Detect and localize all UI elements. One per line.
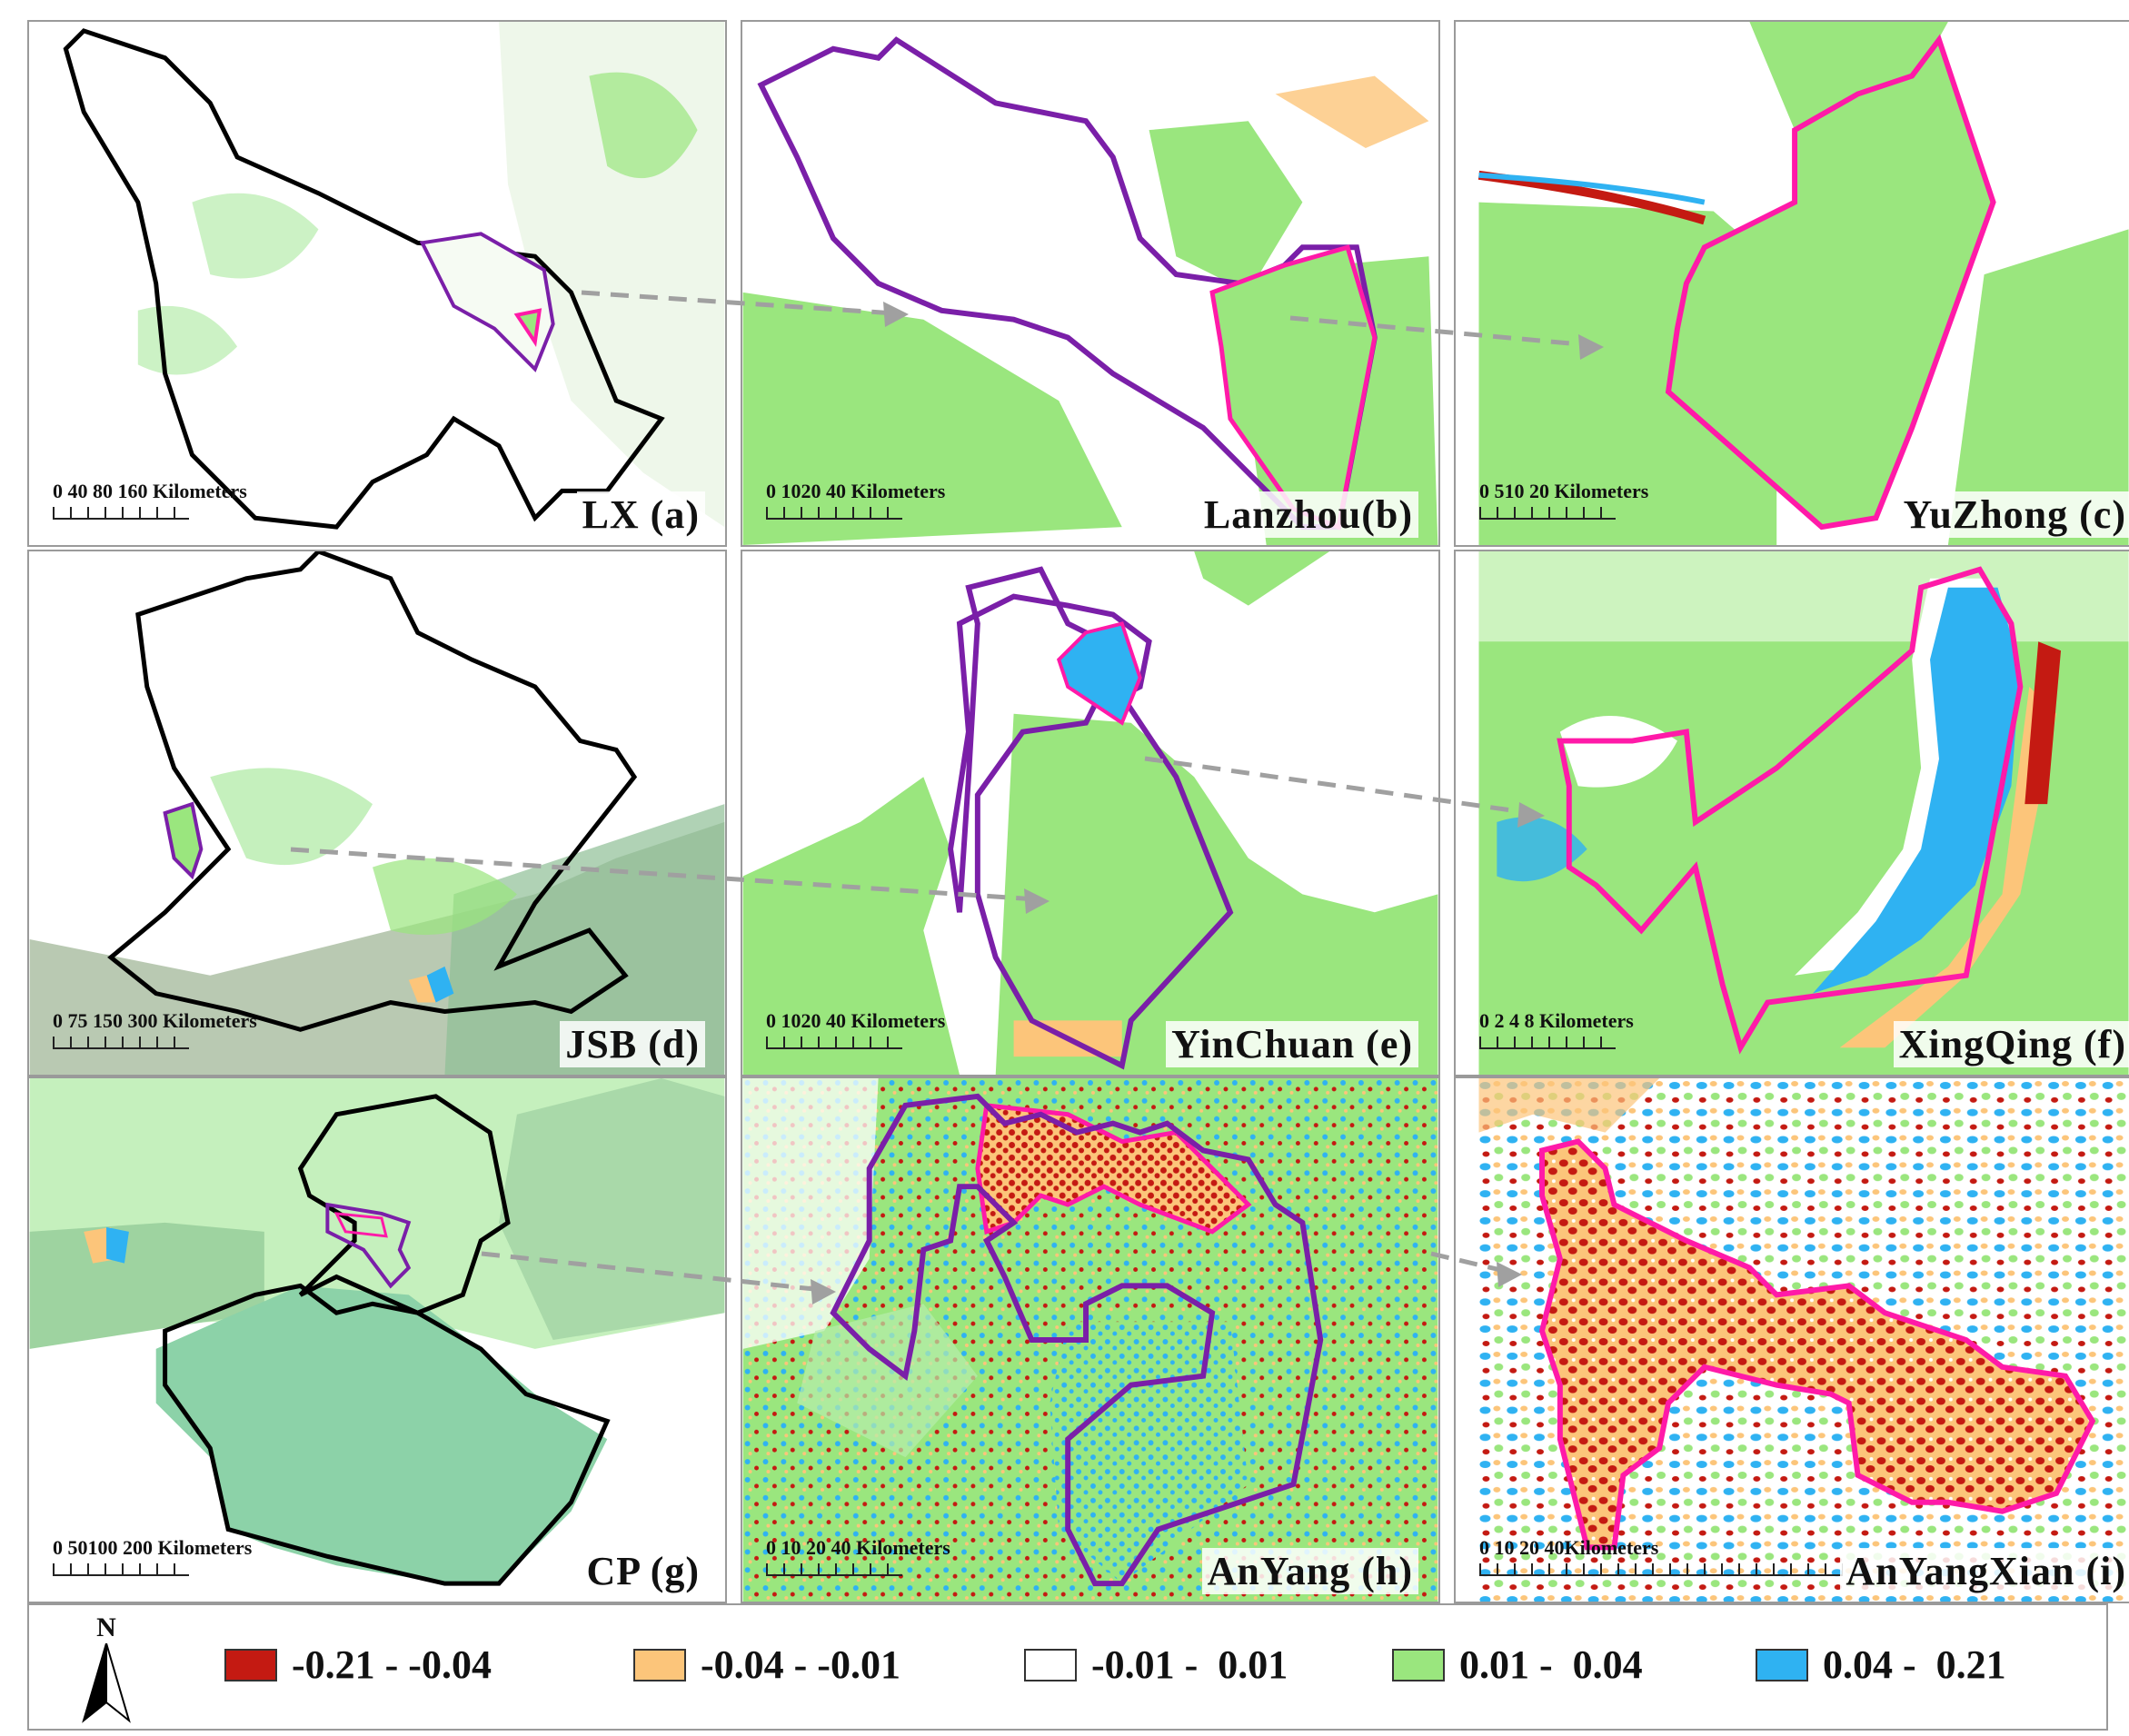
- panel-anyang: 0 10 20 40 Kilometers AnYang (h): [741, 1076, 1440, 1603]
- legend-item: 0.01 - 0.04: [1392, 1642, 1643, 1688]
- yinchuan-map: [742, 551, 1438, 1075]
- scale-bar: 0 40 80 160 Kilometers: [53, 480, 247, 520]
- anyang-map: [742, 1078, 1438, 1602]
- panel-anyangxian: 0 10 20 40Kilometers AnYangXian (i): [1454, 1076, 2129, 1603]
- scale-bar: 0 1020 40 Kilometers: [766, 480, 945, 520]
- legend-item: -0.01 - 0.01: [1024, 1642, 1288, 1688]
- panel-xingqing: 0 2 4 8 Kilometers XingQing (f): [1454, 550, 2129, 1076]
- legend-label: -0.01 - 0.01: [1091, 1642, 1288, 1687]
- scale-bar: 0 510 20 Kilometers: [1479, 480, 1648, 520]
- legend-swatch: [1756, 1648, 1808, 1681]
- panel-lanzhou: 0 1020 40 Kilometers Lanzhou(b): [741, 20, 1440, 547]
- cp-map: [29, 1078, 725, 1602]
- anyangxian-map: [1478, 1078, 2129, 1602]
- legend-swatch: [1392, 1648, 1445, 1681]
- panel-lx: 0 40 80 160 Kilometers LX (a): [27, 20, 727, 547]
- panel-label: XingQing (f): [1893, 1021, 2129, 1067]
- legend-label: -0.04 - -0.01: [701, 1642, 900, 1687]
- panel-yuzhong: 0 510 20 Kilometers YuZhong (c): [1454, 20, 2129, 547]
- panel-label: JSB (d): [560, 1021, 705, 1067]
- panel-jsb: 0 75 150 300 Kilometers JSB (d): [27, 550, 727, 1076]
- yuzhong-map: [1477, 22, 2129, 545]
- north-arrow-shape: [82, 1642, 131, 1723]
- lanzhou-map: [742, 22, 1438, 545]
- scale-bar: 0 50100 200 Kilometers: [53, 1536, 252, 1576]
- panel-yinchuan: 0 1020 40 Kilometers YinChuan (e): [741, 550, 1440, 1076]
- lx-map: [29, 22, 725, 545]
- legend-swatch: [1024, 1648, 1077, 1681]
- scale-bar: 0 10 20 40Kilometers: [1479, 1536, 1843, 1576]
- legend: N -0.21 - -0.04 -0.04 - -0.01 -0.01 - 0.…: [27, 1603, 2108, 1731]
- panel-label: Lanzhou(b): [1198, 491, 1418, 538]
- legend-swatch: [224, 1648, 277, 1681]
- panel-label: LX (a): [576, 491, 705, 538]
- panel-label: AnYang (h): [1201, 1548, 1418, 1594]
- legend-item: 0.04 - 0.21: [1756, 1642, 2006, 1688]
- panel-label: YinChuan (e): [1166, 1021, 1418, 1067]
- xingqing-map: [1478, 551, 2129, 1075]
- scale-bar: 0 2 4 8 Kilometers: [1479, 1009, 1634, 1049]
- scale-bar: 0 1020 40 Kilometers: [766, 1009, 945, 1049]
- panel-label: CP (g): [581, 1548, 705, 1594]
- jsb-map: [29, 551, 725, 1075]
- panel-label: AnYangXian (i): [1840, 1548, 2129, 1594]
- panel-label: YuZhong (c): [1897, 491, 2129, 538]
- legend-swatch: [633, 1648, 686, 1681]
- scale-bar: 0 75 150 300 Kilometers: [53, 1009, 257, 1049]
- north-label: N: [96, 1612, 116, 1642]
- legend-item: -0.04 - -0.01: [633, 1642, 900, 1688]
- legend-label: 0.01 - 0.04: [1459, 1642, 1643, 1687]
- legend-item: -0.21 - -0.04: [224, 1642, 492, 1688]
- north-arrow-icon: N: [79, 1612, 134, 1723]
- legend-label: -0.21 - -0.04: [292, 1642, 492, 1687]
- scale-bar: 0 10 20 40 Kilometers: [766, 1536, 950, 1576]
- legend-label: 0.04 - 0.21: [1823, 1642, 2006, 1687]
- panel-cp: 0 50100 200 Kilometers CP (g): [27, 1076, 727, 1603]
